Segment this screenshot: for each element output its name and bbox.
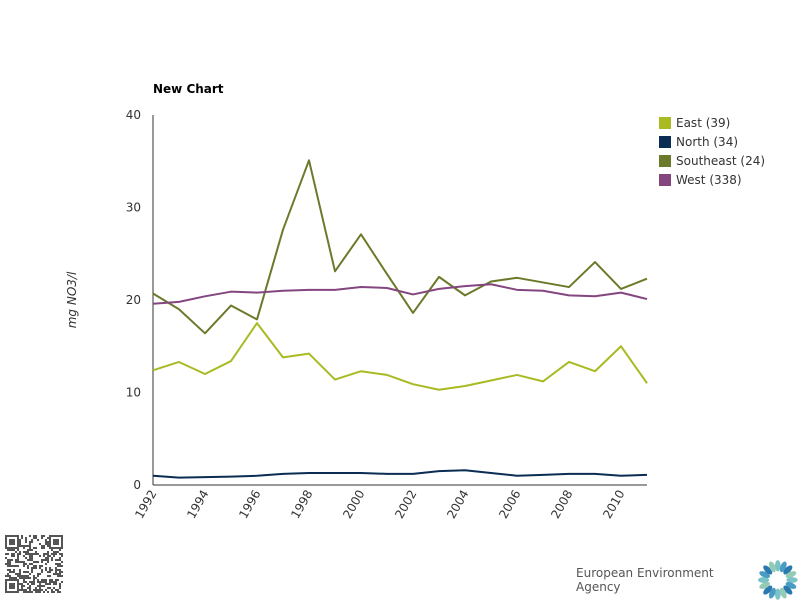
x-tick-label: 2004 [444, 488, 471, 521]
x-tick-label: 2006 [496, 488, 523, 521]
y-tick-label: 10 [126, 386, 141, 400]
x-tick-label: 1994 [184, 488, 211, 521]
qr-code [5, 535, 63, 593]
x-tick-label: 2010 [600, 488, 627, 521]
y-tick-label: 30 [126, 201, 141, 215]
series-line-north [153, 470, 647, 477]
x-tick-label: 2000 [340, 488, 367, 521]
eea-logo: European Environment Agency [576, 557, 800, 603]
legend-label: Southeast (24) [676, 154, 765, 168]
x-tick-label: 2008 [548, 488, 575, 521]
legend-swatch [659, 155, 671, 167]
legend-item[interactable]: East (39) [659, 113, 765, 132]
series-line-southeast [153, 160, 647, 333]
series-line-east [153, 323, 647, 390]
legend-label: East (39) [676, 116, 730, 130]
x-tick-label: 1996 [236, 488, 263, 521]
x-tick-label: 2002 [392, 488, 419, 521]
legend-label: North (34) [676, 135, 738, 149]
legend-swatch [659, 136, 671, 148]
x-tick-label: 1998 [288, 488, 315, 521]
legend-label: West (338) [676, 173, 742, 187]
legend-item[interactable]: West (338) [659, 170, 765, 189]
legend-swatch [659, 117, 671, 129]
legend-item[interactable]: Southeast (24) [659, 151, 765, 170]
y-tick-label: 40 [126, 108, 141, 122]
agency-name: European Environment Agency [576, 566, 752, 594]
y-tick-label: 0 [133, 478, 141, 492]
y-tick-label: 20 [126, 293, 141, 307]
legend-swatch [659, 174, 671, 186]
x-tick-label: 1992 [132, 488, 159, 521]
legend: East (39) North (34) Southeast (24) West (3… [659, 113, 765, 189]
legend-item[interactable]: North (34) [659, 132, 765, 151]
eea-flower-icon [756, 557, 800, 603]
